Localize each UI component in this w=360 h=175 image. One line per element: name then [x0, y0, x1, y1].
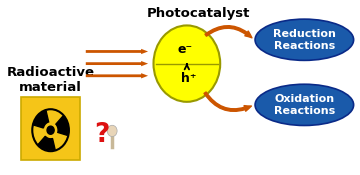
Circle shape — [47, 126, 54, 134]
Text: h⁺: h⁺ — [181, 72, 197, 85]
Ellipse shape — [255, 19, 354, 60]
Text: e⁻: e⁻ — [177, 43, 193, 56]
Text: Oxidation
Reactions: Oxidation Reactions — [274, 94, 335, 116]
Text: Reduction
Reactions: Reduction Reactions — [273, 29, 336, 51]
Polygon shape — [34, 111, 49, 128]
Text: Photocatalyst: Photocatalyst — [147, 7, 250, 20]
Polygon shape — [38, 136, 55, 150]
Circle shape — [153, 25, 220, 102]
Polygon shape — [56, 116, 68, 135]
FancyBboxPatch shape — [21, 97, 80, 160]
Ellipse shape — [255, 84, 354, 125]
Text: Radioactive
material: Radioactive material — [6, 66, 95, 94]
Text: ?: ? — [94, 122, 109, 148]
Circle shape — [107, 125, 117, 136]
